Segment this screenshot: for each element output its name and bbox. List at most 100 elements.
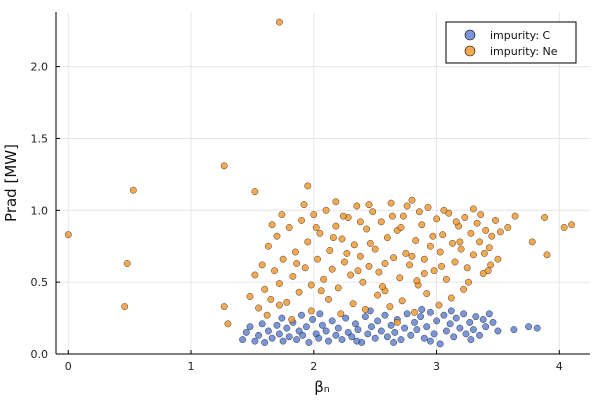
point-c <box>381 311 389 319</box>
point-ne <box>288 316 296 323</box>
point-ne <box>435 301 443 309</box>
point-c <box>316 310 324 318</box>
point-ne <box>322 206 330 214</box>
point-ne <box>283 298 291 306</box>
x-tick-label: 3 <box>433 360 440 373</box>
point-ne <box>121 303 129 311</box>
point-c <box>411 318 418 326</box>
point-c <box>354 326 362 334</box>
point-ne <box>406 261 413 269</box>
point-c <box>298 311 305 319</box>
point-ne <box>337 310 345 318</box>
point-ne <box>430 267 438 275</box>
point-ne <box>300 201 308 209</box>
point-ne <box>365 201 373 209</box>
point-ne <box>369 208 377 216</box>
point-ne <box>411 308 418 316</box>
ticks: 0 1 2 3 4 0.0 0.5 1.0 1.5 2.0 <box>31 61 563 373</box>
point-ne <box>461 214 469 221</box>
point-ne <box>386 303 394 311</box>
point-ne <box>488 232 496 240</box>
point-ne <box>476 238 483 246</box>
point-ne <box>485 244 493 252</box>
point-c <box>452 314 460 322</box>
point-ne <box>343 249 351 257</box>
point-c <box>368 323 375 331</box>
point-ne <box>363 225 371 233</box>
x-tick-label: 4 <box>556 360 563 373</box>
y-tick-label: 0.0 <box>31 348 49 361</box>
point-ne <box>220 303 228 311</box>
point-ne <box>332 198 340 206</box>
y-axis-title: Prad [MW] <box>2 144 20 222</box>
point-ne <box>447 294 455 302</box>
point-ne <box>451 258 459 266</box>
point-ne <box>326 247 334 254</box>
point-c <box>533 324 541 332</box>
point-ne <box>275 301 283 309</box>
y-tick-label: 1.0 <box>31 204 49 217</box>
x-tick-label: 2 <box>310 360 317 373</box>
point-c <box>348 333 356 341</box>
point-c <box>442 327 450 335</box>
point-ne <box>423 290 431 298</box>
point-ne <box>469 251 477 259</box>
point-ne <box>258 261 266 269</box>
point-ne <box>332 222 340 230</box>
point-ne <box>316 229 324 237</box>
point-c <box>264 327 272 335</box>
legend-box <box>445 21 577 64</box>
point-c <box>251 337 259 345</box>
point-ne <box>304 238 312 246</box>
point-ne <box>402 249 410 257</box>
legend: impurity: C impurity: Ne <box>445 21 577 64</box>
point-c <box>426 337 434 345</box>
point-ne <box>359 278 367 286</box>
point-c <box>334 324 342 332</box>
point-ne <box>374 291 382 299</box>
point-ne <box>442 275 450 283</box>
point-c <box>390 339 398 346</box>
point-ne <box>460 285 468 293</box>
legend-label-ne: impurity: Ne <box>490 45 558 58</box>
point-c <box>273 321 281 329</box>
point-ne <box>541 214 549 221</box>
point-c <box>239 336 247 344</box>
point-ne <box>307 281 315 289</box>
point-ne <box>413 277 421 285</box>
point-ne <box>64 231 72 239</box>
point-ne <box>543 251 551 259</box>
point-c <box>401 324 409 332</box>
point-c <box>476 331 483 339</box>
point-ne <box>393 318 401 326</box>
point-c <box>353 337 361 345</box>
point-c <box>315 334 323 342</box>
point-c <box>285 333 293 341</box>
point-ne <box>457 245 465 253</box>
point-c <box>383 333 391 341</box>
point-ne <box>473 219 481 227</box>
point-c <box>278 314 286 322</box>
point-ne <box>456 238 464 246</box>
point-ne <box>429 232 437 240</box>
point-c <box>417 313 425 321</box>
point-ne <box>310 211 318 219</box>
point-ne <box>129 186 137 194</box>
point-ne <box>251 271 259 279</box>
point-ne <box>482 226 490 234</box>
point-c <box>318 321 326 329</box>
legend-marker-ne <box>464 45 476 57</box>
point-c <box>283 324 291 332</box>
point-ne <box>361 306 369 313</box>
point-c <box>489 318 497 326</box>
point-c <box>450 333 458 341</box>
point-ne <box>403 202 411 210</box>
point-c <box>322 327 330 335</box>
point-ne <box>467 229 475 237</box>
point-c <box>485 310 493 318</box>
point-ne <box>396 274 404 282</box>
point-ne <box>312 224 320 231</box>
point-ne <box>365 262 373 270</box>
point-c <box>418 306 426 313</box>
point-ne <box>381 260 389 267</box>
